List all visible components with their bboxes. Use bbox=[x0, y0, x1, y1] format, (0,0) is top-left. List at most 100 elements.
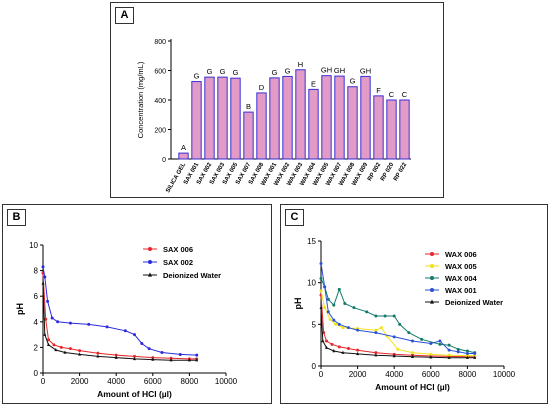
panel-a: A 0 200 400 600 800 Concentration (mg/mL) A SIL… bbox=[110, 2, 444, 198]
x-tick-label: 0 bbox=[319, 370, 324, 379]
data-point bbox=[187, 358, 191, 362]
series-line bbox=[320, 263, 475, 354]
significance-letter: F bbox=[376, 86, 381, 95]
x-tick-label: RP 022 bbox=[393, 161, 408, 182]
data-point bbox=[465, 355, 469, 359]
y-tick-label: 400 bbox=[154, 98, 166, 105]
data-point bbox=[46, 338, 50, 342]
data-point bbox=[56, 320, 60, 324]
data-point bbox=[392, 335, 396, 339]
y-tick-label: 15 bbox=[307, 237, 316, 246]
bar bbox=[347, 86, 358, 160]
data-point bbox=[438, 342, 442, 346]
data-point bbox=[332, 303, 336, 307]
data-point bbox=[379, 326, 383, 330]
data-point bbox=[465, 349, 469, 353]
bar bbox=[334, 75, 345, 160]
y-tick-label: 2 bbox=[34, 343, 39, 352]
bar bbox=[373, 95, 384, 160]
line-chart-b: 0 2 4 6 8 10 0 2000 4000 6000 8000 10000 Amount of H… bbox=[15, 241, 238, 399]
data-point bbox=[195, 358, 199, 362]
data-point bbox=[324, 339, 328, 343]
data-point bbox=[337, 345, 341, 349]
x-tick-label: 2000 bbox=[349, 370, 367, 379]
y-tick-label: 200 bbox=[154, 128, 166, 135]
data-point bbox=[430, 288, 434, 292]
y-tick-label: 8 bbox=[34, 267, 39, 276]
data-point bbox=[374, 351, 378, 355]
data-point bbox=[456, 350, 460, 354]
data-point bbox=[140, 342, 144, 346]
significance-letter: G bbox=[285, 66, 291, 75]
bar bbox=[269, 77, 280, 160]
data-point bbox=[429, 352, 433, 356]
significance-letter: G bbox=[233, 68, 239, 77]
significance-letter: B bbox=[246, 102, 251, 111]
data-point bbox=[78, 349, 82, 353]
x-tick-label: 0 bbox=[41, 377, 46, 386]
y-axis-label: pH bbox=[293, 298, 303, 310]
significance-letter: E bbox=[311, 79, 316, 88]
data-point bbox=[334, 322, 338, 326]
data-point bbox=[114, 353, 118, 357]
y-tick-label: 5 bbox=[312, 320, 317, 329]
data-point bbox=[319, 289, 323, 293]
bar bbox=[204, 76, 215, 160]
data-point bbox=[326, 310, 330, 314]
data-point bbox=[356, 328, 360, 332]
data-point bbox=[54, 347, 58, 352]
data-point bbox=[473, 355, 477, 359]
data-point bbox=[148, 247, 152, 251]
data-point bbox=[374, 328, 378, 332]
data-point bbox=[323, 285, 327, 289]
significance-letter: G bbox=[207, 67, 213, 76]
legend-label: Deionized Water bbox=[445, 298, 503, 307]
bar bbox=[282, 75, 293, 160]
y-tick-label: 800 bbox=[154, 39, 166, 46]
data-point bbox=[328, 317, 332, 321]
data-point bbox=[337, 322, 341, 326]
data-point bbox=[114, 355, 118, 359]
panel-c: C 0 5 10 15 0 2000 4000 6000 8000 10000 Amount of … bbox=[280, 204, 548, 404]
bar bbox=[386, 99, 397, 160]
data-point bbox=[411, 351, 414, 355]
x-axis-label: Amount of HCl (µl) bbox=[375, 382, 450, 392]
data-point bbox=[326, 297, 330, 301]
data-point bbox=[374, 331, 378, 335]
data-point bbox=[319, 305, 323, 309]
data-point bbox=[50, 316, 54, 320]
data-point bbox=[365, 310, 369, 314]
y-axis-label: Concentration (mg/mL) bbox=[136, 61, 145, 138]
legend-label: Deionized Water bbox=[163, 271, 221, 280]
data-point bbox=[178, 352, 182, 356]
legend-label: WAX 006 bbox=[445, 250, 477, 259]
data-point bbox=[195, 353, 199, 357]
data-point bbox=[337, 287, 341, 291]
data-point bbox=[332, 348, 336, 353]
bar bbox=[178, 152, 189, 160]
data-point bbox=[105, 325, 109, 329]
line-chart-c: 0 5 10 15 0 2000 4000 6000 8000 10000 Amount of HC… bbox=[293, 237, 516, 392]
data-point bbox=[438, 339, 442, 343]
data-point bbox=[352, 306, 356, 310]
data-point bbox=[392, 314, 396, 318]
data-point bbox=[430, 276, 434, 280]
bar bbox=[243, 111, 254, 160]
y-tick-label: 0 bbox=[312, 362, 317, 371]
bar bbox=[321, 75, 332, 160]
data-point bbox=[430, 299, 434, 304]
data-point bbox=[323, 306, 327, 310]
data-point bbox=[465, 352, 469, 355]
data-point bbox=[346, 326, 350, 330]
data-point bbox=[96, 351, 100, 355]
bar bbox=[256, 92, 267, 160]
x-tick-label: 4000 bbox=[385, 370, 403, 379]
data-point bbox=[319, 277, 323, 280]
significance-letter: GH bbox=[321, 66, 332, 75]
y-tick-label: 10 bbox=[29, 241, 38, 250]
bar-chart-a: 0 200 400 600 800 Concentration (mg/mL) A SILIC… bbox=[136, 39, 411, 194]
data-point bbox=[148, 260, 152, 264]
data-point bbox=[332, 318, 336, 322]
significance-letter: C bbox=[402, 90, 408, 99]
data-point bbox=[447, 348, 451, 352]
